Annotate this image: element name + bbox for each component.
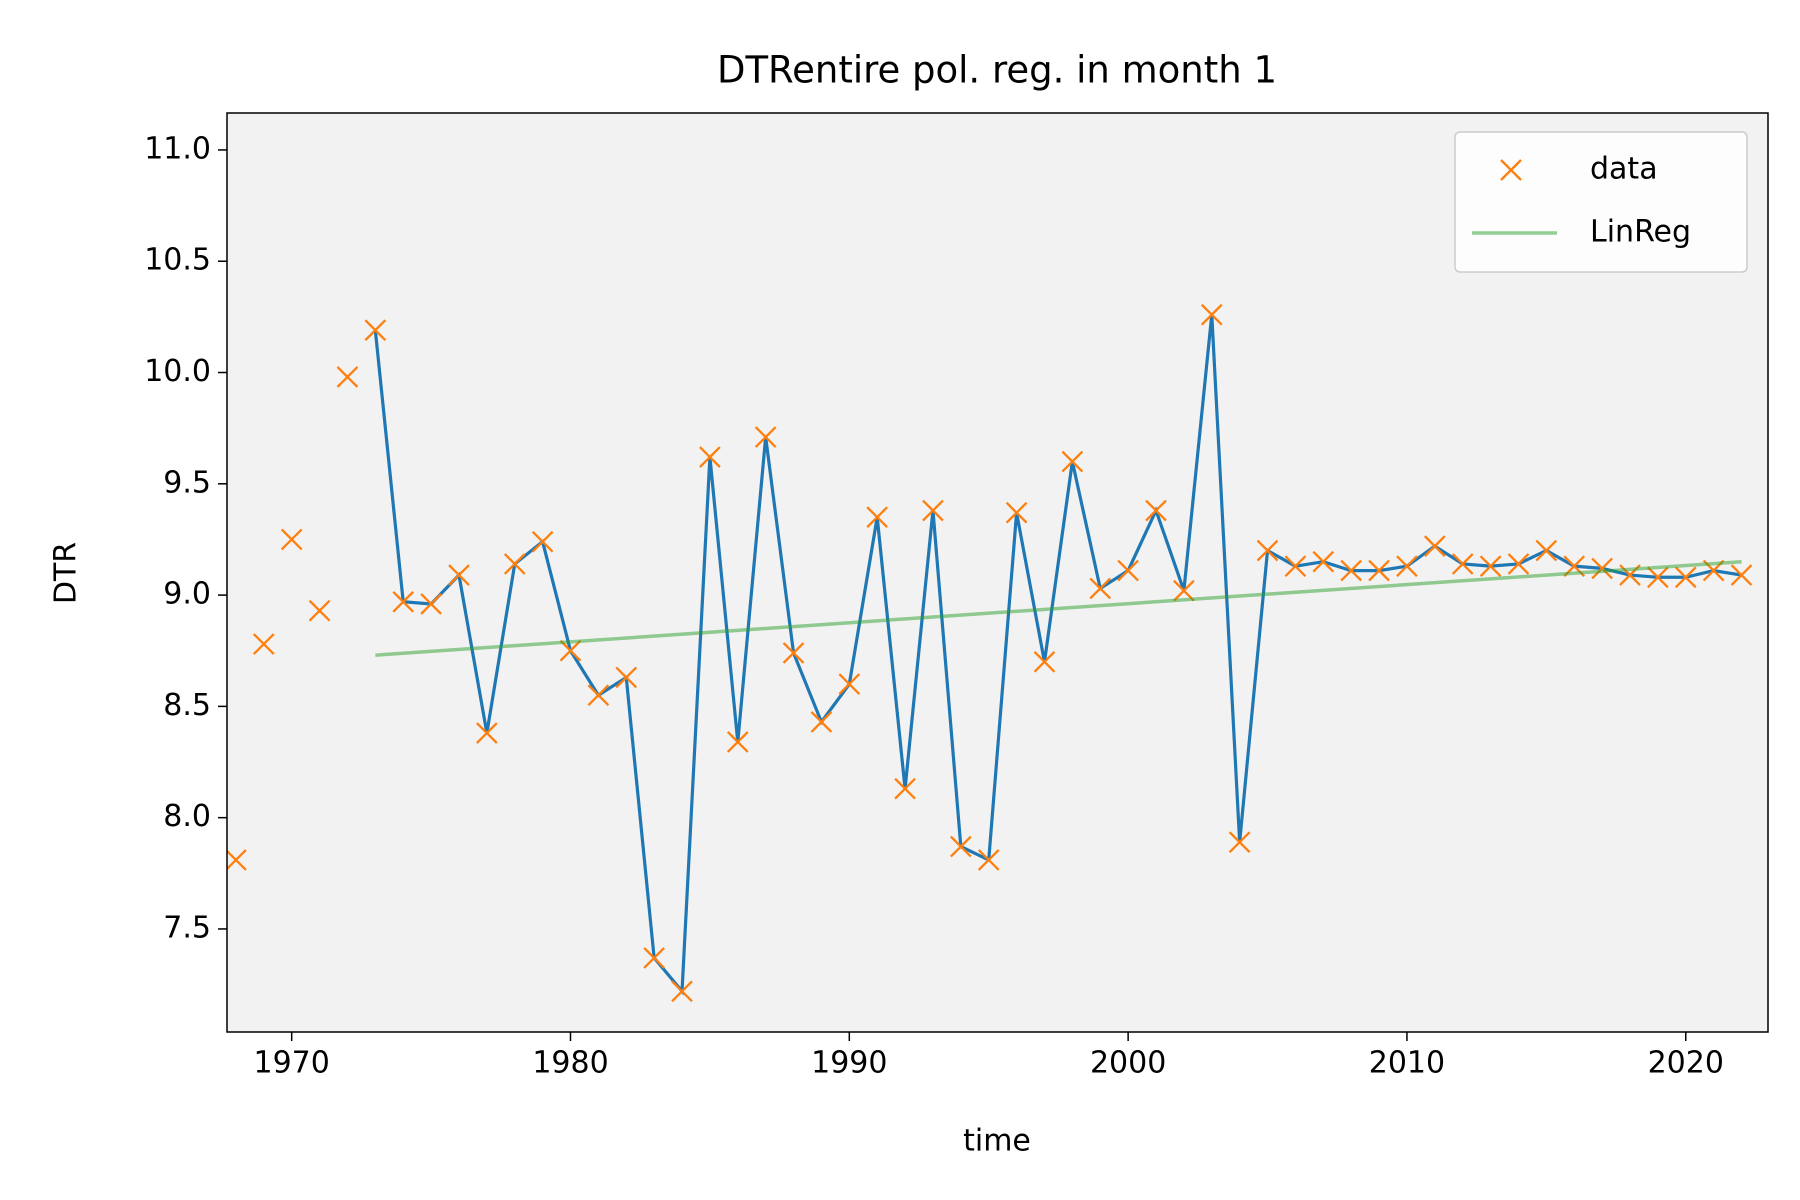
y-tick-label: 10.5 [144, 243, 211, 278]
data-marker [1089, 577, 1112, 600]
y-tick-label: 9.5 [163, 465, 211, 500]
legend-label: LinReg [1590, 215, 1691, 250]
y-tick-label: 10.0 [144, 354, 211, 389]
data-marker [726, 731, 749, 753]
y-tick-label: 7.5 [163, 910, 211, 945]
data-marker [866, 506, 889, 529]
data-marker [252, 633, 275, 655]
data-marker [1647, 566, 1669, 589]
y-axis-label: DTR [49, 542, 84, 604]
data-marker [503, 553, 526, 575]
data-marker [1312, 550, 1335, 573]
data-marker [1674, 566, 1697, 589]
data-marker [1535, 539, 1558, 562]
data-marker [1117, 559, 1139, 582]
y-tick-label: 11.0 [144, 131, 211, 166]
data-marker [1173, 579, 1195, 602]
y-tick-label: 9.0 [163, 577, 211, 612]
data-marker [1507, 553, 1530, 575]
x-tick-label: 2010 [1369, 1046, 1445, 1081]
data-marker [1200, 303, 1223, 326]
y-tick-label: 8.5 [163, 688, 211, 723]
data-marker [810, 711, 833, 733]
data-marker [643, 947, 665, 969]
data-marker [336, 366, 359, 388]
chart-title: DTRentire pol. reg. in month 1 [717, 49, 1277, 92]
data-marker [1368, 559, 1390, 582]
data-marker [1591, 557, 1613, 580]
data-marker [977, 849, 1000, 871]
data-marker [671, 980, 693, 1003]
data-marker [531, 530, 554, 553]
data-marker [587, 684, 610, 707]
data-marker [227, 849, 247, 871]
data-marker [1061, 450, 1084, 473]
data-marker [1005, 501, 1028, 524]
data-marker [754, 426, 777, 448]
data-marker [448, 564, 470, 586]
data-marker [308, 599, 331, 622]
data-marker [1479, 555, 1502, 577]
x-tick-label: 2000 [1090, 1046, 1166, 1081]
series-line [373, 314, 1742, 996]
data-marker [1228, 831, 1251, 853]
data-marker [364, 319, 387, 342]
data-marker [559, 639, 582, 662]
data-marker [615, 666, 638, 689]
data-marker [782, 642, 805, 664]
data-marker [894, 777, 916, 800]
data-marker [392, 590, 415, 613]
x-tick-label: 1990 [811, 1046, 887, 1081]
data-marker [1424, 535, 1446, 557]
legend-label: data [1590, 152, 1658, 187]
legend-marker [1500, 159, 1522, 181]
series-line [375, 559, 1742, 657]
data-marker [1396, 555, 1418, 577]
data-marker [1033, 651, 1056, 673]
data-marker [699, 446, 721, 468]
data-marker [1256, 539, 1279, 562]
axes-frame [226, 112, 1769, 1033]
x-tick-label: 2020 [1648, 1046, 1724, 1081]
data-marker [420, 593, 442, 615]
x-axis-label: time [963, 1124, 1031, 1159]
data-marker [476, 722, 498, 744]
data-marker [950, 835, 972, 858]
data-marker [838, 673, 861, 695]
data-marker [1340, 559, 1362, 582]
data-marker [280, 528, 303, 551]
x-tick-label: 1980 [532, 1046, 608, 1081]
data-marker [1730, 564, 1753, 586]
data-marker [1284, 555, 1307, 577]
data-marker [1451, 553, 1474, 575]
legend-box [1454, 131, 1748, 273]
data-marker [1145, 499, 1167, 522]
data-marker [922, 499, 944, 522]
y-tick-label: 8.0 [163, 799, 211, 834]
x-tick-label: 1970 [254, 1046, 330, 1081]
